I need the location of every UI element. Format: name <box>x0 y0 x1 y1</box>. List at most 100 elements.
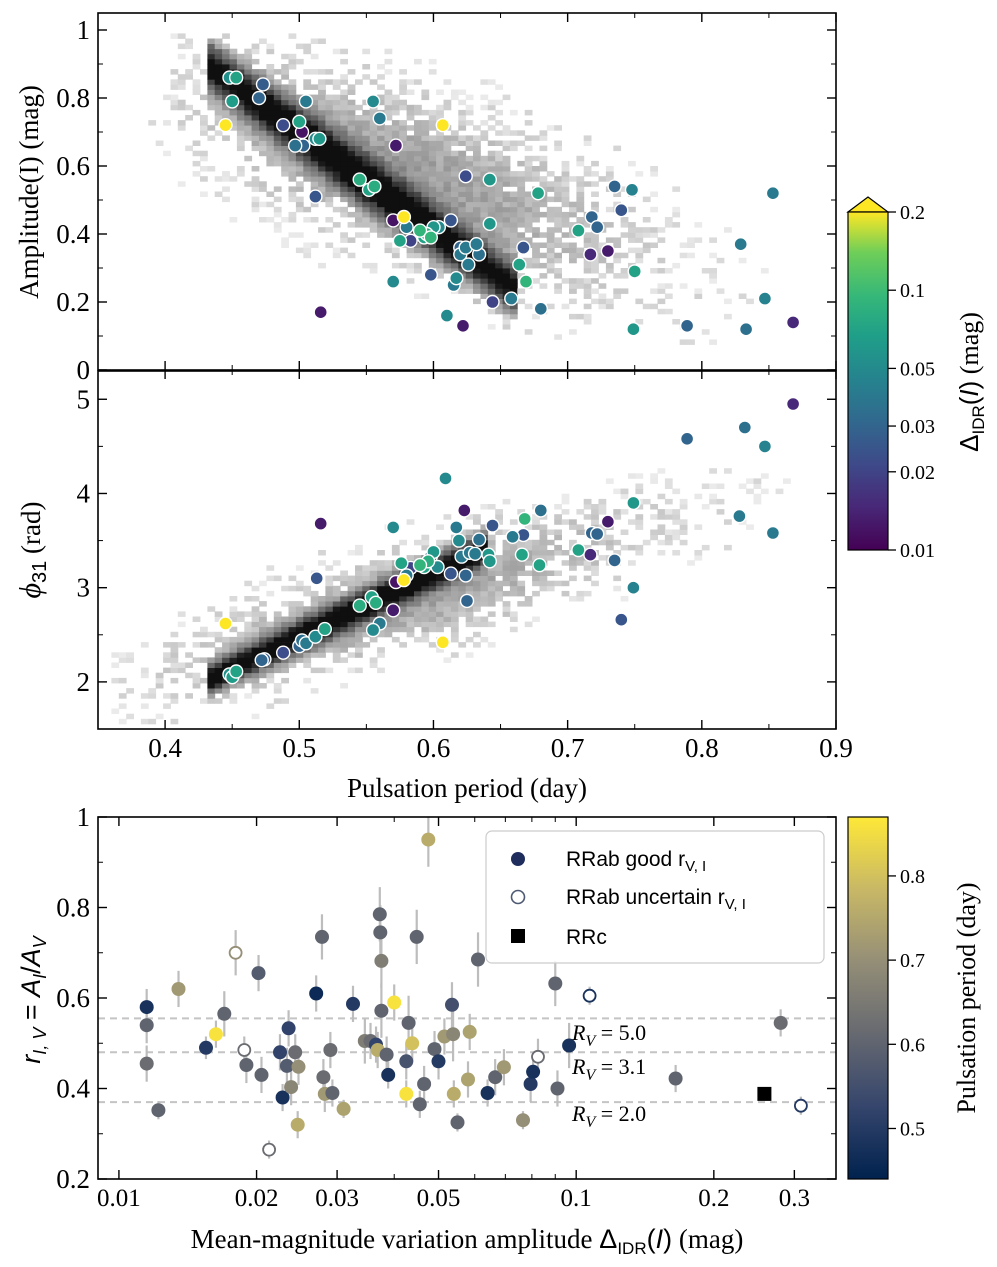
legend: RRab good rV, I RRab uncertain rV, I RRc <box>485 830 825 964</box>
top-ylabel: Amplitude(I) (mag) <box>14 85 44 299</box>
top-ytick-label: 0 <box>77 355 91 385</box>
colorbar-top-tick-label: 0.2 <box>900 202 925 224</box>
legend-marker-rrc <box>511 929 525 943</box>
amplitude-point <box>516 240 531 255</box>
rrab-good-point <box>417 1077 432 1091</box>
rrab-good-point <box>431 1054 446 1069</box>
amplitude-point <box>482 172 497 187</box>
rrab-good-point <box>373 925 388 940</box>
phi31-point <box>532 557 547 573</box>
bottom-ytick-label: 0.8 <box>56 893 90 923</box>
rrab-good-point <box>284 1080 299 1095</box>
phi31-point <box>443 566 459 581</box>
rv-annotation-2: RV = 2.0 <box>571 1101 646 1131</box>
rv-annotation-5: RV = 5.0 <box>571 1020 646 1050</box>
rrab-good-point <box>290 1117 305 1132</box>
rrab-good-point <box>405 1036 420 1051</box>
amplitude-point <box>461 257 476 272</box>
colorbar-bottom-tick-label: 0.8 <box>900 866 925 888</box>
rrc-point <box>757 1086 772 1101</box>
phi31-point <box>459 593 475 609</box>
rrab-good-point <box>461 1072 475 1087</box>
phi31-point <box>505 529 520 544</box>
phi31-point <box>607 553 622 568</box>
phi31-point <box>368 595 383 610</box>
rrab-good-point <box>526 1064 541 1079</box>
rrab-good-point <box>480 1086 495 1100</box>
rrab-good-point <box>446 1086 461 1101</box>
rrab-good-point <box>323 1043 338 1057</box>
rrab-good-point <box>399 1086 414 1101</box>
rrab-good-point <box>139 1056 154 1071</box>
middle-ytick-label: 3 <box>77 573 91 603</box>
amplitude-point <box>218 117 233 133</box>
rrab-good-point <box>562 1038 577 1053</box>
phi31-point <box>308 629 323 644</box>
amplitude-point <box>396 209 412 225</box>
phi31-point <box>785 396 801 412</box>
phi31-point <box>757 439 773 454</box>
top-ytick-label: 1 <box>77 15 91 45</box>
rrab-good-point <box>445 997 459 1012</box>
amplitude-point <box>738 322 754 337</box>
bottom-ytick-label: 0.2 <box>56 1164 90 1194</box>
amplitude-point <box>485 294 500 310</box>
phi31-point <box>533 503 548 518</box>
phi31-point <box>626 580 641 595</box>
bottom-panel-points <box>139 817 808 1159</box>
rrab-good-point <box>374 1003 389 1018</box>
amplitude-point <box>443 213 459 228</box>
colorbar-top-ticks: 0.2 0.1 0.05 0.03 0.02 0.01 <box>888 202 935 562</box>
rrab-good-point <box>409 929 424 944</box>
phi31-point <box>451 533 467 548</box>
rrab-good-point <box>516 1113 530 1128</box>
rrab-good-point <box>412 1097 427 1112</box>
bottom-xtick-label: 0.02 <box>235 1185 279 1212</box>
rrab-good-point <box>239 1058 254 1072</box>
colorbar-top-extend-arrow <box>846 196 890 213</box>
amplitude-point <box>255 77 271 92</box>
top-ytick-label: 0.8 <box>56 83 90 113</box>
rrab-good-point <box>281 1021 296 1036</box>
middle-ytick-label: 4 <box>77 478 91 508</box>
phi31-point <box>309 571 324 586</box>
rrab-good-point <box>346 996 360 1011</box>
rrab-good-point <box>217 1006 232 1021</box>
amplitude-point <box>372 111 387 126</box>
amplitude-point <box>482 216 497 232</box>
rrab-good-point <box>421 832 436 847</box>
amplitude-point <box>590 219 605 235</box>
phi31-point <box>396 572 412 588</box>
middle-panel-points <box>218 396 801 685</box>
amplitude-point <box>386 274 401 289</box>
rrab-good-point <box>379 1047 394 1062</box>
middle-xtick-label: 0.7 <box>551 733 585 763</box>
phi31-point <box>317 621 332 637</box>
bottom-xtick-label: 0.1 <box>561 1185 592 1212</box>
rrab-good-point <box>773 1015 788 1030</box>
colorbar-bottom-tick-label: 0.5 <box>900 1118 925 1140</box>
rrab-good-point <box>548 976 563 991</box>
amplitude-point <box>352 172 367 187</box>
rrab-good-point <box>387 995 402 1010</box>
colorbar-bottom-gradient <box>847 816 889 1180</box>
rrab-good-point <box>273 1045 287 1060</box>
amplitude-point <box>367 179 382 194</box>
amplitude-point <box>365 94 381 109</box>
top-ytick-label: 0.6 <box>56 151 90 181</box>
top-ytick-label: 0.4 <box>56 219 90 249</box>
colorbar-top-tick-label: 0.01 <box>900 540 935 562</box>
amplitude-point <box>251 90 267 106</box>
phi31-point <box>471 532 487 547</box>
rrab-uncertain-point <box>262 1142 277 1157</box>
rrab-good-point <box>291 1059 306 1074</box>
amplitude-point <box>276 117 291 133</box>
axis-ticks: 0 0.2 0.4 0.6 0.8 1 2 3 4 5 0.4 0.5 0.6 0.7 0.8 0.9 0.2 0… <box>56 13 853 1212</box>
rv-annotation-3: RV = 3.1 <box>571 1054 646 1084</box>
bottom-xtick-label: 0.3 <box>779 1185 810 1212</box>
legend-marker-uncertain <box>510 889 526 905</box>
rrab-good-point <box>251 966 266 981</box>
amplitude-point <box>298 94 314 109</box>
legend-box <box>485 830 825 964</box>
amplitude-point <box>412 223 428 238</box>
